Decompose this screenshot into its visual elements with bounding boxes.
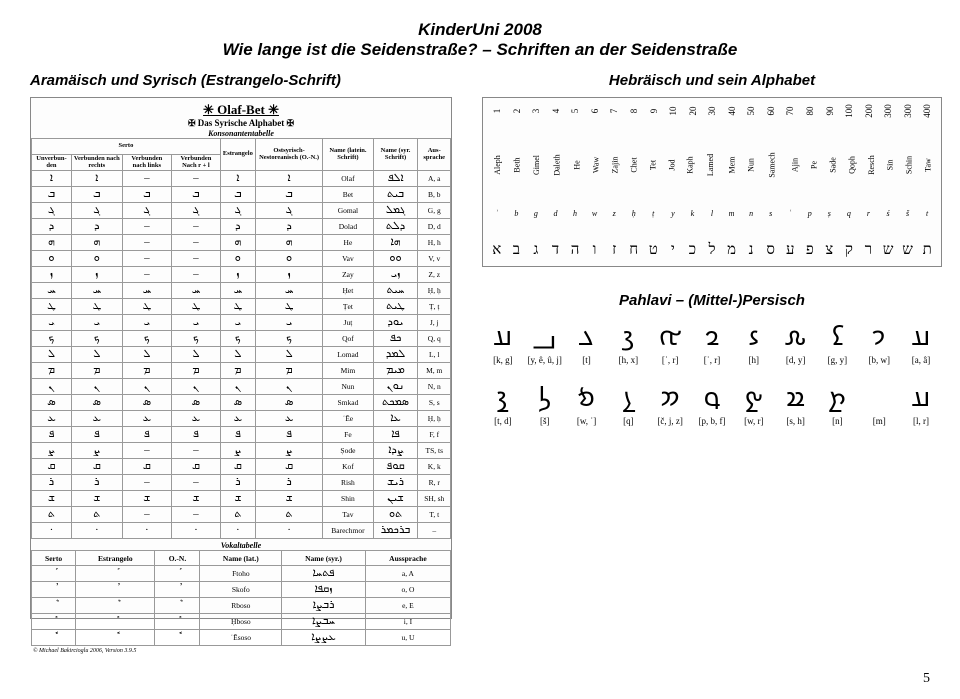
olaf-title: ✳ Olaf-Bet ✳ bbox=[31, 98, 451, 118]
pahlavi-chart: 𐭠[k, g]𐭡[y, ê, û, j]𐭢[t]𐭣[h, x]𐭤[ʿ, r]𐭥[… bbox=[482, 319, 942, 426]
page-number: 5 bbox=[923, 671, 930, 687]
aramaic-title: Aramäisch und Syrisch (Estrangelo-Schrif… bbox=[30, 72, 452, 89]
header-line2: Wie lange ist die Seidenstraße? – Schrif… bbox=[30, 40, 930, 60]
main-columns: Aramäisch und Syrisch (Estrangelo-Schrif… bbox=[30, 72, 930, 619]
left-column: Aramäisch und Syrisch (Estrangelo-Schrif… bbox=[30, 72, 452, 619]
header-line1: KinderUni 2008 bbox=[30, 20, 930, 40]
vokal-title: Vokaltabelle bbox=[31, 541, 451, 550]
hebrew-title: Hebräisch und sein Alphabet bbox=[482, 72, 942, 89]
hebrew-chart: 1234567891020304050607080901002003003004… bbox=[482, 97, 942, 267]
syriac-chart: ✳ Olaf-Bet ✳ ✠ Das Syrische Alphabet ✠ K… bbox=[30, 97, 452, 619]
konsonanten-label: Konsonantentabelle bbox=[31, 129, 451, 138]
vokal-table: SertoEstrangeloO.-N.Name (lat.)Name (syr… bbox=[31, 550, 451, 646]
olaf-subtitle: ✠ Das Syrische Alphabet ✠ bbox=[31, 118, 451, 129]
pahlavi-title: Pahlavi – (Mittel-)Persisch bbox=[482, 292, 942, 309]
syriac-table: SertoEstrangeloOstsyrisch-Nestoreanisch … bbox=[31, 138, 451, 539]
right-column: Hebräisch und sein Alphabet 123456789102… bbox=[482, 72, 942, 619]
header: KinderUni 2008 Wie lange ist die Seidens… bbox=[30, 20, 930, 60]
copyright: © Michael Bakircioglu 2006, Version 3.9.… bbox=[31, 646, 451, 656]
